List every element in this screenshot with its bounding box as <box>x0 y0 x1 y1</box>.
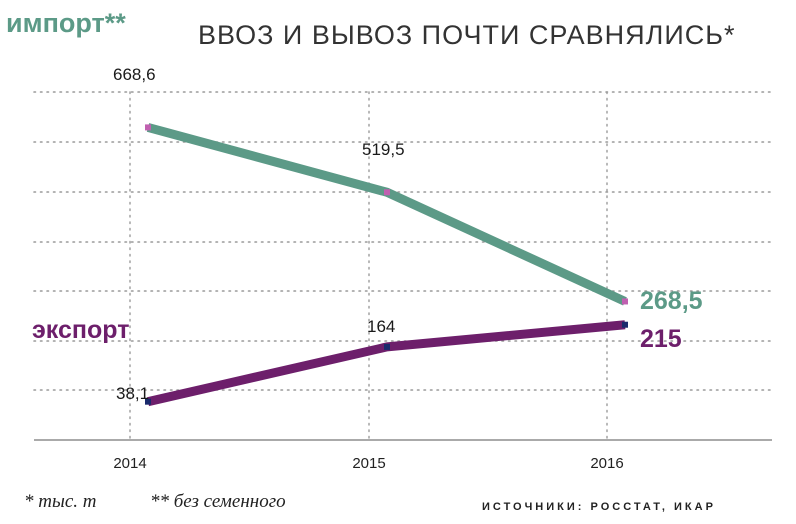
import-data-point <box>622 298 628 305</box>
import-data-point <box>384 189 390 196</box>
series-lines <box>145 123 628 407</box>
footnote-units: * тыс. т <box>24 491 97 512</box>
data-labels: 668,6 519,5 268,5 38,1 164 215 экспорт <box>32 65 703 403</box>
grid-lines <box>33 91 773 441</box>
import-data-label: 668,6 <box>113 65 156 84</box>
import-series-title: импорт** <box>6 8 126 38</box>
export-data-label: 38,1 <box>116 384 149 403</box>
chart-title: ВВОЗ И ВЫВОЗ ПОЧТИ СРАВНЯЛИСЬ* <box>198 20 735 50</box>
export-end-label: 215 <box>640 325 682 353</box>
export-data-point <box>145 398 151 405</box>
x-tick-label: 2014 <box>113 455 146 472</box>
export-data-label: 164 <box>367 317 395 336</box>
export-data-point <box>384 343 390 350</box>
import-end-label: 268,5 <box>640 287 703 315</box>
import-data-label: 519,5 <box>362 140 405 159</box>
export-data-point <box>622 321 628 328</box>
export-series-name: экспорт <box>32 316 129 344</box>
x-tick-label: 2016 <box>590 455 623 472</box>
x-tick-label: 2015 <box>352 455 385 472</box>
import-data-point <box>145 124 151 131</box>
footnote-seed: ** без семенного <box>150 491 286 512</box>
x-axis: 2014 2015 2016 <box>34 439 772 472</box>
sources-label: ИСТОЧНИКИ: РОССТАТ, ИКАР <box>482 501 716 513</box>
